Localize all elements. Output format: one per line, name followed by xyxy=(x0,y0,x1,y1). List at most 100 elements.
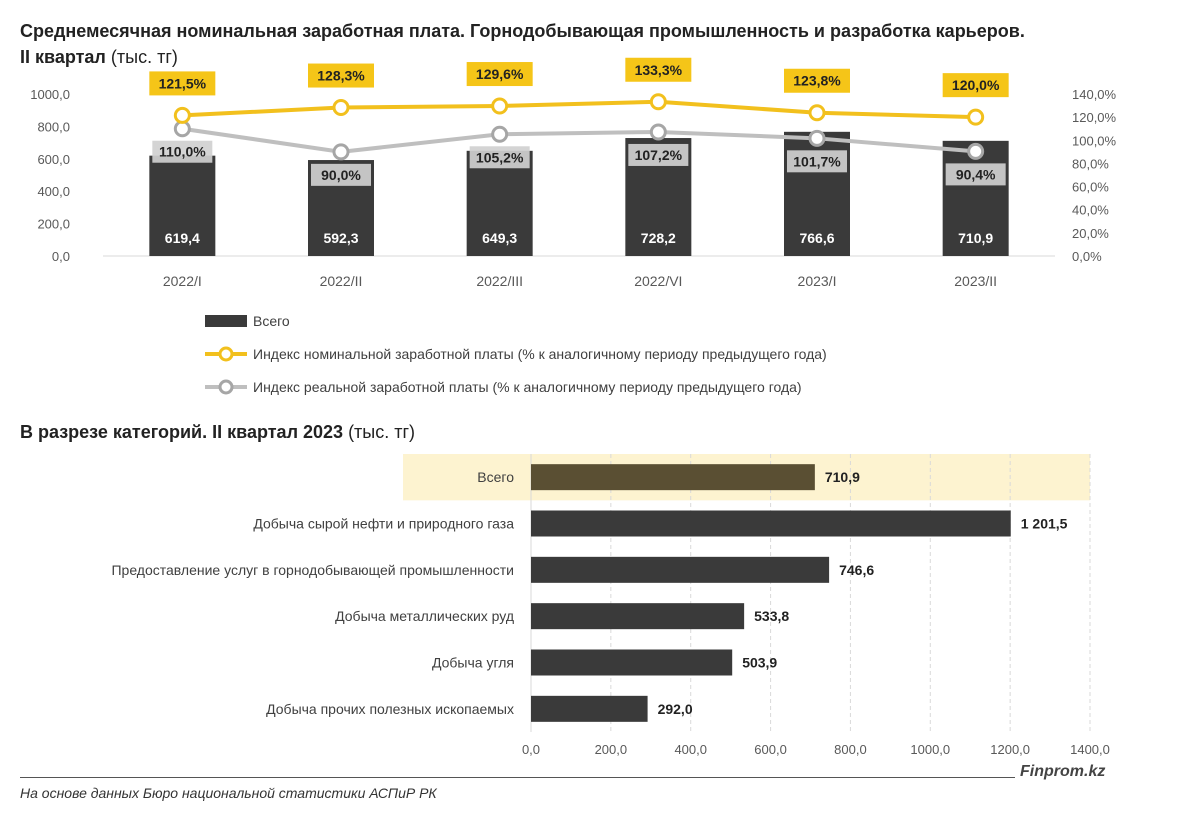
legend-label-total: Всего xyxy=(253,313,290,329)
point-real xyxy=(491,125,509,143)
chart1-title-unit: (тыс. тг) xyxy=(110,47,178,67)
bar-value-label: 292,0 xyxy=(658,701,693,717)
bar-total xyxy=(149,155,216,256)
point-nominal xyxy=(491,97,509,115)
chart2-title-unit: (тыс. тг) xyxy=(348,422,416,442)
x-tick-label: 2023/II xyxy=(954,273,997,289)
point-label-nominal: 123,8% xyxy=(793,73,841,89)
x-tick-label: 1000,0 xyxy=(910,742,950,757)
label-bg-real xyxy=(628,143,689,166)
wage-dynamics-chart: 0,0 200,0 400,0 600,0 800,0 1000,0 0,0% 20,0% 40… xyxy=(30,57,1117,395)
x-tick-label: 2023/I xyxy=(798,273,837,289)
label-bg-real xyxy=(152,140,213,163)
series-line-real xyxy=(182,126,976,154)
label-bg-nominal xyxy=(784,68,850,93)
category-label: Предоставление услуг в горнодобывающей п… xyxy=(111,562,514,578)
category-label: Добыча угля xyxy=(432,655,514,671)
point-real xyxy=(967,142,985,160)
point-nominal xyxy=(967,108,985,126)
legend-swatch-total xyxy=(205,315,247,327)
point-label-real: 105,2% xyxy=(476,149,524,165)
point-label-nominal: 121,5% xyxy=(159,75,207,91)
legend-label-nominal: Индекс номинальной заработной платы (% к… xyxy=(253,346,827,362)
bar-value-label: 533,8 xyxy=(754,608,789,624)
bar-value-label: 649,3 xyxy=(482,230,517,246)
label-bg-real xyxy=(469,146,530,169)
x-tick-label: 400,0 xyxy=(674,742,707,757)
bar-value-label: 619,4 xyxy=(165,230,200,246)
x-tick-label: 800,0 xyxy=(834,742,867,757)
label-bg-real xyxy=(787,150,847,173)
label-bg-real xyxy=(945,163,1006,186)
label-bg-nominal xyxy=(466,62,533,87)
legend-marker-real xyxy=(218,379,234,395)
y2-tick-label: 20,0% xyxy=(1072,226,1109,241)
x-tick-label: 1200,0 xyxy=(990,742,1030,757)
bar-total xyxy=(531,464,815,491)
y2-tick-label: 60,0% xyxy=(1072,180,1109,195)
y2-tick-label: 120,0% xyxy=(1072,110,1117,125)
chart1-title-main: Среднемесячная номинальная заработная пл… xyxy=(20,21,1025,41)
bar-category xyxy=(531,556,830,583)
label-bg-nominal xyxy=(625,57,692,82)
series-line-nominal xyxy=(182,99,976,120)
y-tick-label: 400,0 xyxy=(37,184,70,199)
point-nominal xyxy=(173,106,191,124)
y-tick-label: 200,0 xyxy=(37,217,70,232)
y2-tick-label: 0,0% xyxy=(1072,249,1102,264)
label-bg-nominal xyxy=(942,73,1009,98)
y2-tick-label: 80,0% xyxy=(1072,156,1109,171)
y2-tick-label: 40,0% xyxy=(1072,203,1109,218)
point-real xyxy=(649,123,667,141)
label-bg-nominal xyxy=(149,71,216,96)
bar-value-label: 710,9 xyxy=(825,469,860,485)
y-tick-label: 800,0 xyxy=(37,119,70,134)
chart2-title: В разрезе категорий. II квартал 2023 (ты… xyxy=(20,420,415,444)
footer-divider xyxy=(20,777,1015,778)
point-label-real: 110,0% xyxy=(159,144,206,160)
category-label: Добыча прочих полезных ископаемых xyxy=(266,701,514,717)
x-tick-label: 600,0 xyxy=(754,742,787,757)
x-tick-label: 2022/II xyxy=(320,273,363,289)
bar-category xyxy=(531,510,1011,537)
point-nominal xyxy=(649,93,667,111)
label-bg-nominal xyxy=(308,63,374,88)
chart2-title-main: В разрезе категорий. II квартал 2023 xyxy=(20,422,344,442)
y-tick-label: 600,0 xyxy=(37,152,70,167)
bar-value-label: 746,6 xyxy=(839,562,874,578)
category-label: Добыча металлических руд xyxy=(335,608,514,624)
point-label-real: 101,7% xyxy=(793,153,841,169)
y-tick-label: 1000,0 xyxy=(30,87,70,102)
legend-label-real: Индекс реальной заработной платы (% к ан… xyxy=(253,379,802,395)
x-tick-label: 200,0 xyxy=(595,742,628,757)
point-label-nominal: 129,6% xyxy=(476,66,524,82)
point-label-nominal: 120,0% xyxy=(952,77,1000,93)
brand-label: Finprom.kz xyxy=(1020,763,1106,780)
bar-value-label: 728,2 xyxy=(641,230,676,246)
y-tick-label: 0,0 xyxy=(52,249,70,264)
point-label-real: 107,2% xyxy=(635,147,683,163)
x-tick-label: 2022/I xyxy=(163,273,202,289)
bar-category xyxy=(531,603,745,630)
point-nominal xyxy=(808,104,826,122)
legend-marker-nominal xyxy=(218,346,234,362)
chart1-title: Среднемесячная номинальная заработная пл… xyxy=(20,18,1180,70)
bar-total xyxy=(466,150,533,256)
bar-value-label: 766,6 xyxy=(799,230,834,246)
bar-category xyxy=(531,695,648,722)
source-note: На основе данных Бюро национальной стати… xyxy=(20,785,437,801)
category-label: Добыча сырой нефти и природного газа xyxy=(253,516,514,532)
label-bg-real xyxy=(311,163,371,186)
bar-category xyxy=(531,649,733,676)
x-tick-label: 2022/III xyxy=(476,273,523,289)
category-bar-chart: 0,0 200,0 400,0 600,0 800,0 1000,0 1200,0 1400,… xyxy=(111,454,1110,757)
y2-tick-label: 100,0% xyxy=(1072,133,1117,148)
y2-tick-label: 140,0% xyxy=(1072,87,1117,102)
bar-value-label: 592,3 xyxy=(323,230,358,246)
point-nominal xyxy=(332,99,350,117)
chart1-title-period: II квартал xyxy=(20,47,106,67)
category-label: Всего xyxy=(477,469,514,485)
bar-value-label: 710,9 xyxy=(958,230,993,246)
bar-total xyxy=(942,140,1009,256)
point-label-nominal: 133,3% xyxy=(635,62,683,78)
